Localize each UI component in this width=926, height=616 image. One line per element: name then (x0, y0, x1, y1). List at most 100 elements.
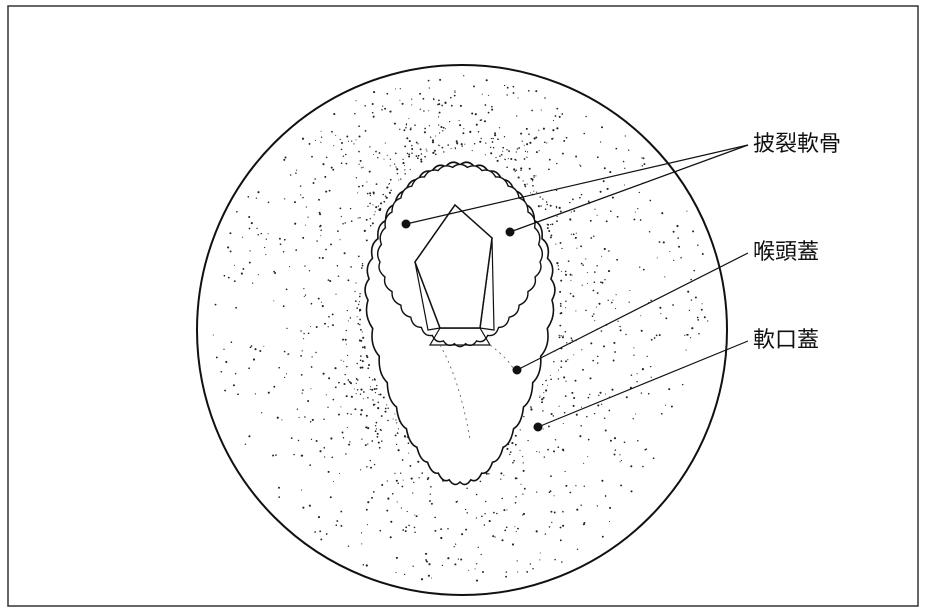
stipple-dot (601, 281, 604, 284)
stipple-dot (620, 459, 622, 462)
stipple-dot (443, 151, 445, 153)
stipple-dot (558, 206, 561, 209)
stipple-dot (565, 484, 568, 487)
stipple-dot (506, 166, 508, 169)
stipple-dot (408, 153, 411, 156)
stipple-dot (402, 479, 404, 481)
stipple-dot (531, 178, 534, 181)
stipple-dot (359, 310, 361, 312)
stipple-dot (227, 276, 230, 279)
stipple-dot (345, 329, 347, 332)
stipple-dot (642, 157, 645, 160)
stipple-dot (333, 145, 335, 147)
stipple-dot (377, 441, 380, 444)
stipple-dot (347, 354, 349, 356)
stipple-dot (309, 464, 312, 466)
stipple-dot (447, 528, 449, 530)
stipple-dot (360, 339, 363, 342)
stipple-dot (580, 193, 583, 196)
stipple-dot (341, 431, 344, 434)
stipple-dot (490, 146, 492, 149)
stipple-dot (551, 223, 554, 226)
stipple-dot (457, 558, 459, 560)
stipple-dot (379, 393, 382, 396)
stipple-dot (379, 529, 382, 532)
stipple-dot (514, 477, 517, 480)
stipple-dot (691, 327, 694, 330)
stipple-dot (347, 320, 349, 322)
stipple-dot (632, 418, 634, 420)
stipple-dot (542, 396, 545, 399)
stipple-dot (564, 395, 567, 397)
stipple-dot (387, 419, 389, 422)
stipple-dot (300, 354, 303, 357)
stipple-dot (516, 560, 518, 562)
stipple-dot (325, 248, 327, 251)
stipple-dot (333, 113, 336, 116)
stipple-dot (597, 404, 600, 407)
stipple-dot (383, 158, 385, 160)
stipple-dot (328, 189, 331, 192)
stipple-dot (371, 102, 374, 106)
stipple-dot (616, 215, 619, 218)
stipple-dot (442, 126, 445, 129)
stipple-dot (256, 227, 258, 230)
stipple-dot (346, 309, 348, 312)
stipple-dot (335, 293, 337, 295)
stipple-dot (337, 275, 340, 277)
stipple-dot (596, 265, 598, 267)
stipple-dot (541, 383, 544, 386)
stipple-dot (624, 135, 626, 137)
stipple-dot (335, 135, 337, 137)
stipple-dot (598, 302, 601, 305)
stipple-dot (386, 186, 389, 189)
stipple-dot (424, 127, 426, 130)
stipple-dot (579, 164, 581, 166)
stipple-dot (535, 90, 538, 93)
stipple-dot (349, 207, 352, 210)
stipple-dot (327, 279, 330, 281)
stipple-dot (569, 218, 572, 221)
stipple-dot (321, 305, 324, 308)
stipple-dot (676, 224, 679, 228)
stipple-dot (325, 156, 328, 159)
stipple-dot (389, 178, 392, 181)
stipple-dot (595, 306, 597, 308)
stipple-dot (410, 477, 413, 480)
stipple-dot (431, 139, 435, 142)
stipple-dot (398, 179, 400, 181)
stipple-dot (310, 366, 313, 368)
stipple-dot (448, 120, 451, 123)
stipple-dot (614, 351, 616, 353)
stipple-dot (283, 376, 286, 379)
stipple-dot (427, 79, 430, 82)
stipple-dot (461, 533, 464, 536)
stipple-dot (545, 379, 547, 382)
stipple-dot (506, 94, 508, 96)
stipple-dot (494, 536, 496, 538)
stipple-dot (406, 152, 409, 155)
stipple-dot (317, 297, 320, 300)
stipple-dot (320, 229, 322, 232)
stipple-dot (426, 150, 428, 152)
stipple-dot (350, 220, 353, 223)
stipple-dot (267, 201, 270, 204)
stipple-dot (485, 79, 488, 82)
stipple-dot (395, 572, 397, 574)
stipple-dot (282, 305, 285, 308)
stipple-dot (302, 236, 305, 239)
stipple-dot (304, 265, 306, 267)
stipple-dot (559, 241, 562, 244)
stipple-dot (349, 382, 353, 385)
stipple-dot (553, 360, 555, 363)
stipple-dot (540, 109, 542, 111)
stipple-dot (634, 211, 636, 213)
stipple-dot (356, 307, 358, 309)
stipple-dot (579, 196, 581, 199)
stipple-dot (680, 256, 682, 259)
stipple-dot (358, 125, 360, 128)
stipple-dot (476, 563, 478, 565)
stipple-dot (561, 561, 563, 563)
stipple-dot (369, 146, 371, 148)
stipple-dot (278, 237, 281, 240)
